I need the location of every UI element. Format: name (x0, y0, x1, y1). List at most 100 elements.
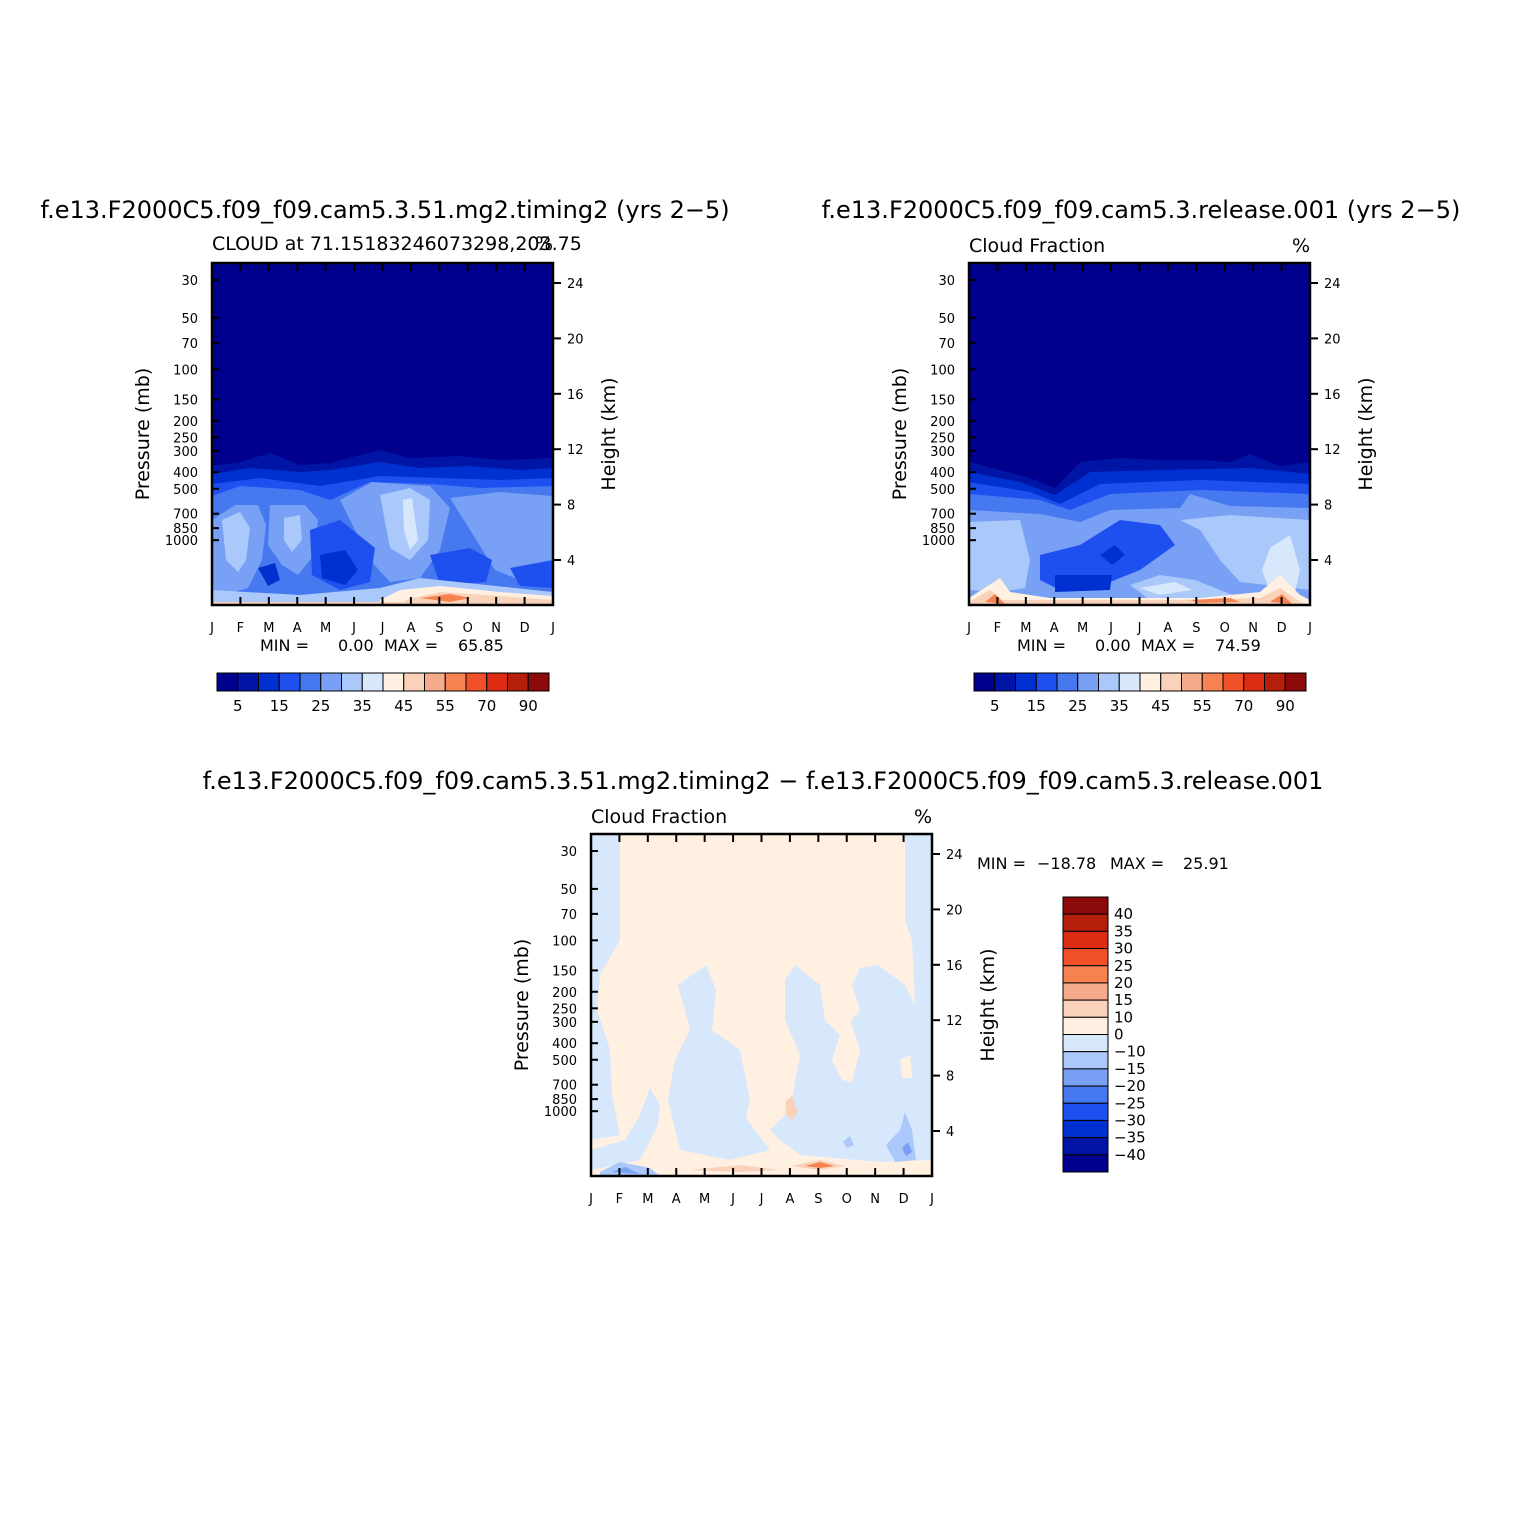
x-tick-label: M (642, 1192, 653, 1207)
y2-tick-label: 16 (946, 959, 963, 974)
y-tick-label: 1000 (922, 534, 955, 549)
y-tick-label: 300 (173, 445, 198, 460)
colorbar-swatch (278, 672, 301, 692)
contour-field (591, 834, 932, 1176)
x-tick-label: J (966, 621, 971, 636)
x-tick-label: F (994, 621, 1001, 636)
y-tick-label: 100 (173, 363, 198, 378)
colorbar-swatch (1062, 1119, 1109, 1139)
colorbar-swatch (341, 672, 363, 692)
x-tick-label: J (1137, 621, 1142, 636)
y-tick-label: 30 (560, 845, 577, 860)
y-tick-label: 150 (552, 964, 577, 979)
x-tick-label: S (435, 621, 443, 636)
y2-tick-label: 20 (1324, 332, 1341, 347)
x-tick-label: A (672, 1192, 681, 1207)
colorbar-swatch (1201, 672, 1224, 692)
y-tick-label: 850 (173, 522, 198, 537)
y-tick-label: 30 (181, 274, 198, 289)
colorbar-label: 35 (353, 697, 372, 715)
colorbar-label: −35 (1114, 1129, 1146, 1147)
contour-field (969, 263, 1310, 605)
y2-tick-label: 12 (567, 443, 584, 458)
colorbar-swatch (1062, 982, 1109, 1001)
contour-band (1100, 545, 1125, 565)
x-tick-label: S (814, 1192, 822, 1207)
panel-title: f.e13.F2000C5.f09_f09.cam5.3.release.001… (822, 196, 1461, 224)
x-tick-label: F (237, 621, 244, 636)
colorbar-swatch (1062, 1137, 1109, 1156)
colorbar-swatch (465, 672, 488, 692)
colorbar-swatch (507, 672, 529, 692)
x-tick-label: M (263, 621, 274, 636)
colorbar-swatch (1062, 999, 1109, 1018)
colorbar-label: 35 (1114, 922, 1133, 940)
colorbar-swatch (1035, 672, 1058, 692)
colorbar-swatch (216, 672, 239, 692)
x-tick-label: J (730, 1192, 735, 1207)
y2-tick-label: 8 (946, 1070, 954, 1085)
colorbar-label: 45 (394, 697, 413, 715)
contour-band (430, 548, 492, 585)
colorbar-swatch (1062, 1016, 1109, 1035)
colorbar-swatch (403, 672, 425, 692)
y2-tick-label: 24 (946, 848, 963, 863)
y2-tick-label: 16 (567, 388, 584, 403)
y2-tick-label: 20 (567, 332, 584, 347)
contour-band (420, 594, 470, 602)
colorbar-label: 5 (233, 697, 243, 715)
min-value: −18.78 (1037, 854, 1096, 873)
x-tick-label: S (1192, 621, 1200, 636)
max-value: 25.91 (1183, 854, 1229, 873)
panel-release001: f.e13.F2000C5.f09_f09.cam5.3.release.001… (822, 196, 1461, 607)
contour-band (320, 550, 358, 585)
y-tick-label: 100 (552, 934, 577, 949)
y2-tick-label: 12 (946, 1014, 963, 1029)
colorbar-swatch (1015, 672, 1037, 692)
contour-band (1190, 598, 1240, 603)
y-tick-label: 200 (173, 415, 198, 430)
colorbar-swatch (1098, 672, 1120, 692)
x-tick-label: D (1277, 621, 1287, 636)
contour-band (969, 520, 1030, 592)
contour-band (900, 1055, 912, 1078)
colorbar-label: 40 (1114, 905, 1133, 923)
y2-tick-label: 8 (1324, 499, 1332, 514)
y2-tick-label: 12 (1324, 443, 1341, 458)
y2-axis-label: Height (km) (977, 948, 999, 1061)
colorbar-swatch (1062, 1034, 1109, 1053)
x-tick-label: M (699, 1192, 710, 1207)
x-tick-label: M (1020, 621, 1031, 636)
y2-tick-label: 4 (1324, 554, 1332, 569)
y-tick-label: 200 (930, 415, 955, 430)
y2-axis-label: Height (km) (598, 377, 620, 490)
max-label: MAX = (1141, 636, 1195, 655)
colorbar-swatch (527, 672, 550, 692)
max-label: MAX = (1110, 854, 1164, 873)
y-tick-label: 250 (173, 431, 198, 446)
colorbar-swatch (1062, 913, 1109, 932)
colorbar-swatch (486, 672, 508, 692)
colorbar-swatch (444, 672, 467, 692)
contour-band (668, 965, 770, 1160)
y2-tick-label: 8 (567, 499, 575, 514)
colorbar-swatch (1160, 672, 1182, 692)
contour-band (1140, 582, 1192, 595)
colorbar-swatch (1139, 672, 1162, 692)
axes-layer: J F M A M J J A S O N D J305070100150200250300400500… (132, 263, 1377, 1207)
contour-band (600, 1162, 660, 1176)
panel-timing2: f.e13.F2000C5.f09_f09.cam5.3.51.mg2.timi… (40, 196, 730, 607)
y-tick-label: 150 (173, 393, 198, 408)
colorbar-swatch (258, 672, 280, 692)
x-tick-label: J (209, 621, 214, 636)
y-axis-label: Pressure (mb) (511, 939, 533, 1072)
contour-band (510, 560, 553, 588)
colorbar-swatch (1264, 672, 1286, 692)
x-tick-label: A (406, 621, 415, 636)
colorbar-label: 5 (990, 697, 1000, 715)
colorbar-swatch (1284, 672, 1307, 692)
max-label: MAX = (384, 636, 438, 655)
max-value: 74.59 (1215, 636, 1261, 655)
contour-band (805, 1162, 834, 1168)
x-tick-label: J (1307, 621, 1312, 636)
